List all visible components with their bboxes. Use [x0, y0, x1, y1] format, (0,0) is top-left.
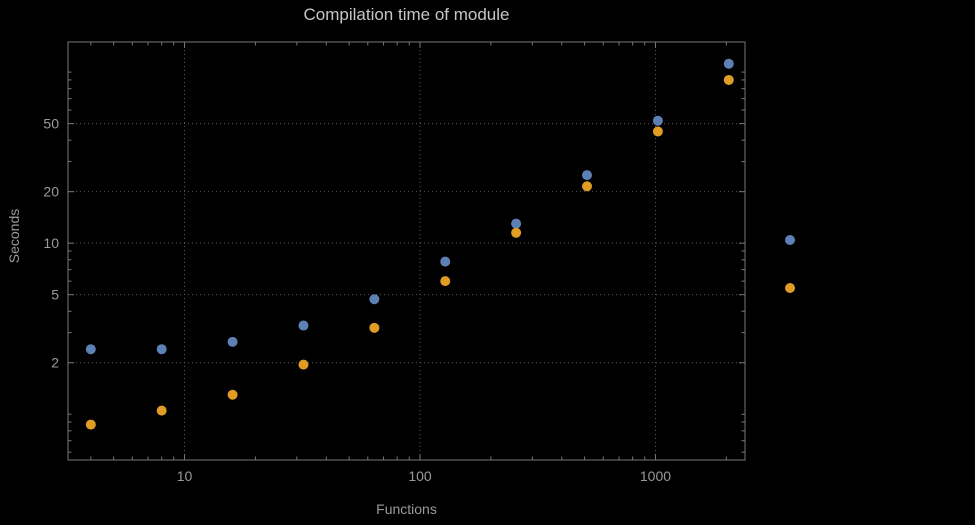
x-axis-label: Functions: [376, 501, 437, 517]
data-point: [156, 344, 167, 355]
x-tick-label: 10: [177, 468, 193, 484]
data-point: [227, 389, 238, 400]
legend-marker-series-1-blue: [785, 235, 795, 245]
x-tick-label: 1000: [640, 468, 671, 484]
data-point: [85, 419, 96, 430]
y-tick-label: 2: [51, 355, 59, 371]
y-tick-label: 50: [43, 116, 59, 132]
data-point: [298, 320, 309, 331]
data-point: [723, 58, 734, 69]
tick-marks: [68, 42, 745, 460]
data-point: [511, 218, 522, 229]
data-point: [440, 256, 451, 267]
legend-marker-series-2-orange: [785, 283, 795, 293]
gridlines: [68, 42, 745, 460]
series-1-blue: [85, 58, 734, 355]
plot-frame: [67, 41, 746, 461]
chart-title: Compilation time of module: [303, 5, 510, 24]
data-point: [723, 74, 734, 85]
data-point: [511, 227, 522, 238]
y-tick-label: 10: [43, 235, 59, 251]
data-point: [85, 344, 96, 355]
data-point: [369, 322, 380, 333]
data-point: [582, 181, 593, 192]
data-point: [652, 126, 663, 137]
series-2-orange: [85, 74, 734, 430]
data-point: [227, 336, 238, 347]
x-tick-label: 100: [408, 468, 432, 484]
data-point: [298, 359, 309, 370]
data-point: [369, 294, 380, 305]
y-tick-label: 20: [43, 184, 59, 200]
data-point: [156, 405, 167, 416]
data-point: [582, 170, 593, 181]
y-axis-label: Seconds: [6, 208, 22, 264]
data-point: [652, 115, 663, 126]
data-point: [440, 276, 451, 287]
y-tick-label: 5: [51, 287, 59, 303]
